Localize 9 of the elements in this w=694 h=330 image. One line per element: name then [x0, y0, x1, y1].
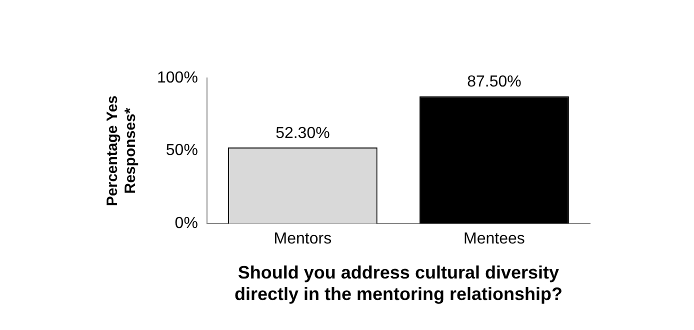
y-tick-label: 0%: [174, 215, 198, 232]
data-label: 52.30%: [276, 124, 330, 142]
y-axis-title: Percentage Yes Responses*: [104, 95, 140, 206]
x-axis-title: Should you address cultural diversity directly in the mentoring relationship?: [234, 262, 562, 304]
x-tick-label: Mentors: [274, 230, 332, 248]
x-tick-label: Mentees: [464, 230, 525, 248]
data-label: 87.50%: [467, 74, 522, 91]
y-tick-label: 100%: [157, 69, 198, 86]
y-tick-label: 50%: [166, 142, 198, 160]
